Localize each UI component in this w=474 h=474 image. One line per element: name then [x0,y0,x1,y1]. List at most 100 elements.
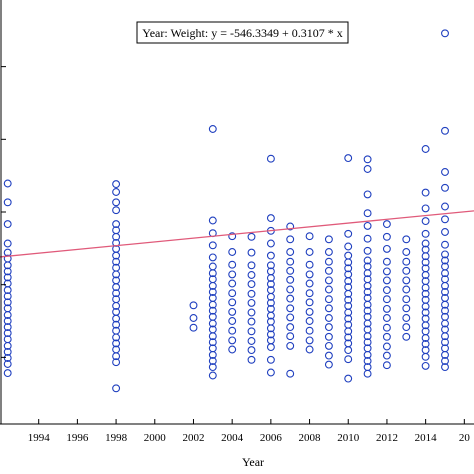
data-point [266,311,275,320]
regression-line [0,210,474,258]
data-point [228,307,237,316]
data-point [305,326,314,335]
data-point [382,244,391,253]
data-point [247,298,256,307]
data-point [324,235,333,244]
data-point [421,289,430,298]
data-point [112,283,121,292]
legend-box [136,21,349,44]
data-point [421,334,430,342]
data-point [112,251,121,260]
data-point [208,338,217,347]
data-point [363,357,372,365]
data-point [208,371,217,380]
data-point [112,289,121,298]
data-point [441,300,449,309]
data-point [208,350,217,359]
data-point [363,288,372,296]
data-point [286,248,295,256]
data-point [305,279,314,288]
data-point [324,248,333,256]
data-point [266,324,275,333]
data-point [382,286,391,295]
data-point [402,235,411,244]
data-point [363,190,372,199]
data-point [421,239,430,248]
data-point [112,220,121,229]
data-point [247,289,256,298]
data-point [112,358,121,367]
data-point [3,311,12,319]
data-point [363,332,372,341]
data-point [402,257,411,266]
data-point [228,248,237,256]
data-point [441,250,449,259]
data-point [441,363,449,372]
data-point [112,180,121,189]
x-tick-label-2004: 2004 [221,432,244,444]
data-point [305,260,314,269]
data-point [208,357,217,365]
data-point [441,350,449,359]
data-point [441,306,449,315]
data-point [208,319,217,328]
data-point [324,351,333,360]
y-ticks [1,66,6,358]
data-point [363,281,372,290]
data-point [3,267,12,276]
data-point [247,337,256,345]
data-point [421,188,430,197]
data-point [382,342,391,351]
data-point [286,341,295,350]
data-point [266,154,275,163]
data-point [266,330,275,339]
data-point [382,295,391,304]
data-point [324,285,333,294]
data-point [421,145,430,153]
data-point [189,323,198,332]
data-point [208,288,217,296]
data-point [266,261,275,270]
data-point [363,165,372,173]
data-point [266,274,275,282]
data-point [324,266,333,275]
data-point [305,298,314,307]
data-point [441,202,449,211]
data-point [112,270,121,279]
data-point [363,234,372,243]
data-point [112,198,121,207]
data-point [305,248,314,256]
data-point [363,306,372,315]
data-point [286,235,295,244]
data-point [286,313,295,322]
data-point [305,270,314,279]
data-point [228,279,237,288]
data-point [247,280,256,289]
data-point [324,257,333,266]
data-point [344,314,353,323]
data-point [363,155,372,164]
data-point [402,295,411,304]
data-point [3,261,12,270]
data-point [441,319,449,328]
data-point [247,261,256,270]
data-point [247,355,256,364]
data-point [441,281,449,290]
data-point [344,154,353,163]
data-point [112,314,121,323]
x-ticks: 1994 1996 1998 2000 2002 2004 2006 2008 2010 2012… [28,419,470,444]
data-point [421,252,430,261]
data-point [112,320,121,329]
data-point [324,341,333,350]
data-point [382,314,391,322]
data-point [266,355,275,364]
data-point [286,275,295,284]
data-point [3,341,12,350]
data-point [266,368,275,377]
data-point [441,357,449,365]
data-point [344,346,353,355]
data-point [441,338,449,347]
data-point [228,298,237,307]
data-point [266,214,275,223]
data-point [112,339,121,348]
